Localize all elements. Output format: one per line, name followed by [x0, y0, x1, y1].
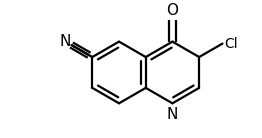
Text: N: N: [59, 34, 70, 49]
Text: O: O: [166, 2, 178, 18]
Text: N: N: [167, 107, 178, 122]
Text: Cl: Cl: [225, 37, 238, 51]
